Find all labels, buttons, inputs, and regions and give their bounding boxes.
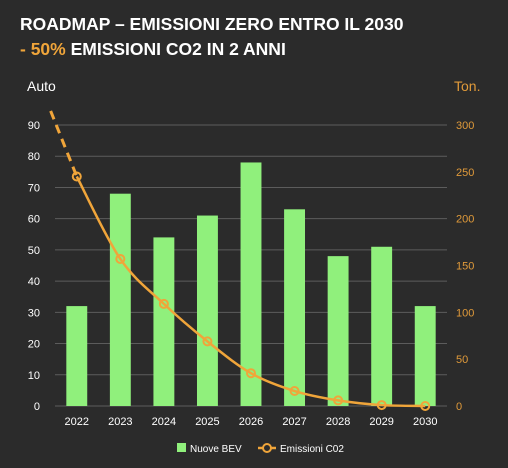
y2-tick-label: 50 [456, 354, 468, 366]
bar [371, 246, 393, 406]
x-tick-label: 2027 [282, 416, 306, 428]
legend-bar-label: Nuove BEV [190, 444, 242, 455]
bar [196, 215, 218, 406]
line-point [115, 253, 126, 264]
bar [240, 162, 262, 406]
y-tick-label: 20 [28, 339, 40, 351]
x-tick-label: 2030 [413, 416, 437, 428]
y-tick-label: 40 [28, 276, 40, 288]
line-point [246, 368, 256, 379]
bar [327, 256, 349, 406]
line-point [333, 395, 344, 406]
y2-tick-label: 200 [456, 214, 474, 226]
x-tick-label: 2023 [108, 416, 132, 428]
x-tick-label: 2026 [239, 416, 263, 428]
line-point [202, 336, 213, 347]
line-series [49, 110, 431, 411]
line-dashed-lead-in [49, 110, 79, 178]
y2-tick-label: 150 [456, 261, 474, 273]
line-point [289, 386, 300, 397]
y-tick-label: 80 [28, 151, 40, 163]
bar [284, 209, 306, 406]
line-point [158, 298, 169, 309]
y2-tick-label: 250 [456, 167, 474, 179]
y2-tick-label: 300 [456, 120, 474, 132]
bar [153, 237, 175, 406]
legend-bar-swatch [177, 443, 186, 452]
x-tick-label: 2022 [65, 416, 89, 428]
tick-labels: 0102030405060708090050100150200250300202… [28, 120, 475, 428]
y-tick-label: 30 [28, 307, 40, 319]
subtitle-rest: EMISSIONI CO2 IN 2 ANNI [65, 39, 286, 59]
y-tick-label: 90 [28, 120, 40, 132]
line-point [71, 171, 82, 182]
x-tick-label: 2028 [326, 416, 350, 428]
emissions-line [75, 175, 426, 408]
y-tick-label: 10 [28, 370, 40, 382]
y-tick-label: 60 [28, 214, 40, 226]
legend-line-marker [262, 443, 272, 453]
chart-title: ROADMAP – EMISSIONI ZERO ENTRO IL 2030 [20, 14, 404, 34]
y-tick-label: 50 [28, 245, 40, 257]
subtitle-accent: - 50% [20, 39, 66, 59]
y2-tick-label: 100 [456, 307, 474, 319]
x-tick-label: 2025 [195, 416, 219, 428]
bar [414, 306, 436, 406]
bar [109, 193, 131, 406]
chart-subtitle: - 50% EMISSIONI CO2 IN 2 ANNI [20, 39, 286, 60]
y-tick-label: 70 [28, 182, 40, 194]
x-tick-label: 2029 [369, 416, 393, 428]
x-tick-label: 2024 [152, 416, 176, 428]
y2-axis-title: Ton. [454, 78, 480, 94]
y-axis-title: Auto [27, 78, 56, 94]
line-point [376, 400, 387, 411]
legend: Nuove BEV Emissioni C02 [177, 443, 344, 455]
y2-tick-label: 0 [456, 401, 462, 413]
y-tick-label: 0 [34, 401, 40, 413]
legend-line-label: Emissioni C02 [280, 444, 344, 455]
line-point [420, 401, 431, 411]
bar [66, 306, 88, 406]
bar-series [66, 162, 436, 406]
